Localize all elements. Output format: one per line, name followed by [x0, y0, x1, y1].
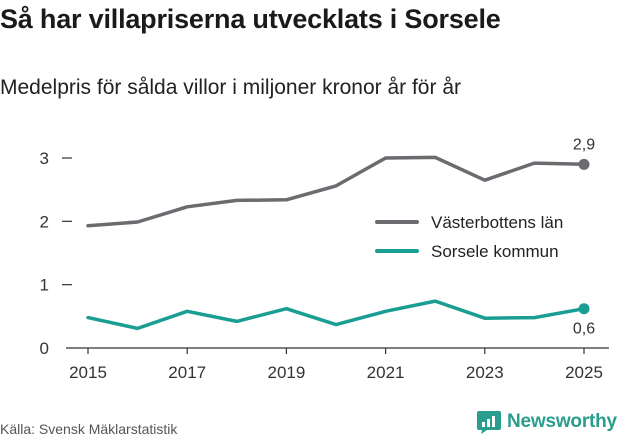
y-tick-label: 0	[40, 339, 49, 358]
x-tick-label: 2023	[466, 363, 504, 382]
series-line-vasterbotten	[86, 155, 586, 228]
newsworthy-logo-icon	[477, 411, 501, 434]
legend-label: Västerbottens län	[431, 213, 563, 232]
x-tick-label: 2025	[565, 363, 603, 382]
chart-title: Så har villapriserna utvecklats i Sorsel…	[0, 4, 501, 34]
end-marker-sorsele	[578, 303, 590, 315]
y-tick-label: 2	[40, 212, 49, 231]
x-tick-label: 2017	[168, 363, 206, 382]
y-tick-label: 3	[40, 149, 49, 168]
end-label-vasterbotten: 2,9	[573, 136, 595, 153]
end-marker-vasterbotten	[578, 158, 590, 170]
end-label-sorsele: 0,6	[573, 321, 595, 338]
x-tick-label: 2019	[267, 363, 305, 382]
series-line-sorsele	[86, 299, 586, 331]
legend-label: Sorsele kommun	[431, 242, 559, 261]
newsworthy-logo[interactable]: Newsworthy	[476, 408, 617, 436]
x-tick-label: 2021	[367, 363, 405, 382]
x-tick-label: 2015	[69, 363, 107, 382]
chart-subtitle: Medelpris för sålda villor i miljoner kr…	[0, 76, 461, 99]
brand-name: Newsworthy	[507, 411, 617, 432]
source-note: Källa: Svensk Mäklarstatistik	[0, 421, 178, 437]
y-tick-label: 1	[40, 276, 49, 295]
